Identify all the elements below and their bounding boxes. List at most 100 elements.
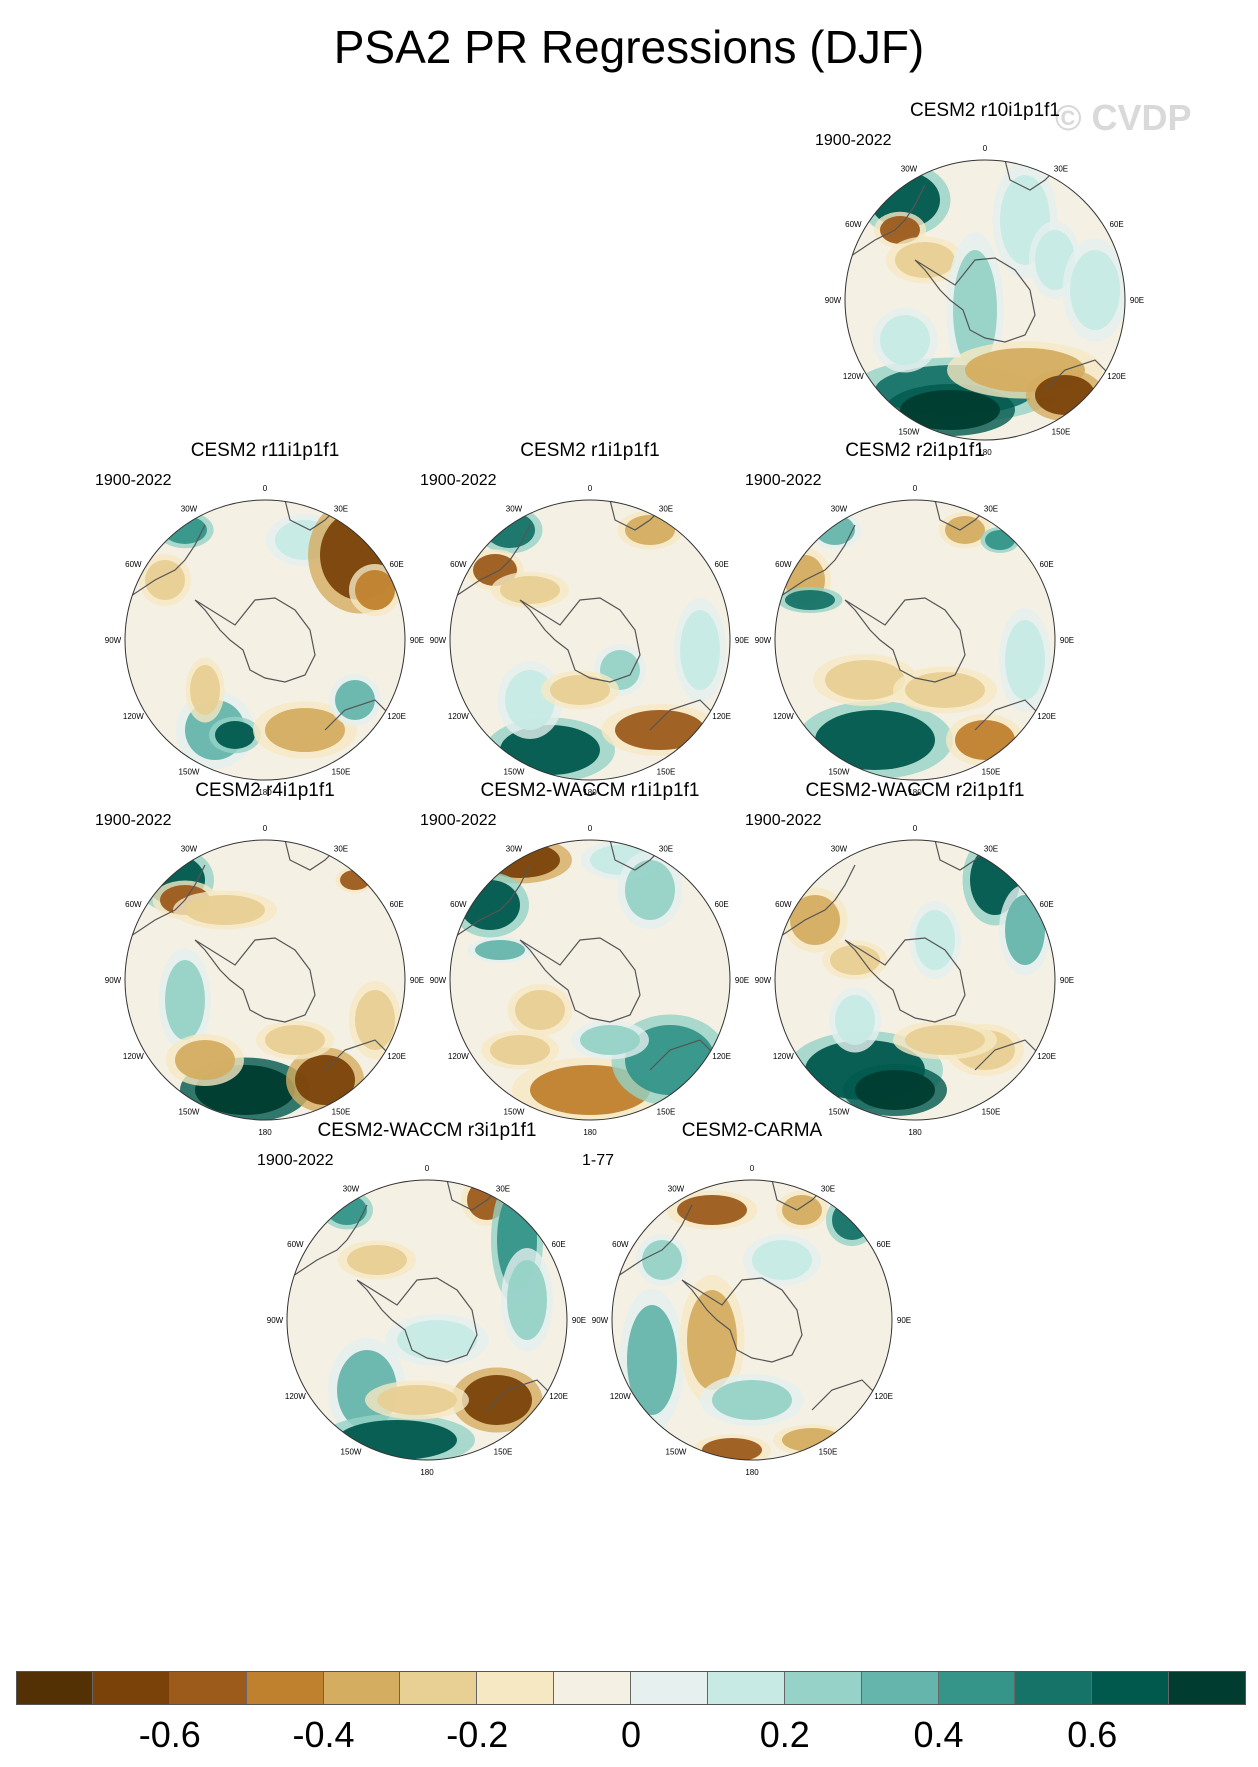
anomaly-patch [355, 570, 395, 610]
colorbar-box [861, 1671, 939, 1705]
anomaly-patch [625, 860, 675, 920]
longitude-label: 90W [592, 1316, 609, 1325]
longitude-label: 150W [829, 1108, 850, 1117]
polar-map: 0 30E 60E 90E 120E 150E 180 150W 120W 90W 60W 30W [430, 824, 749, 1137]
longitude-label: 150E [332, 768, 351, 777]
longitude-label: 180 [908, 788, 922, 797]
anomaly-patch [832, 1200, 872, 1240]
panel-period: 1900-2022 [95, 812, 172, 829]
colorbar-box [169, 1671, 247, 1705]
longitude-label: 150E [819, 1448, 838, 1457]
longitude-label: 90E [410, 636, 424, 645]
longitude-label: 30W [181, 504, 198, 513]
longitude-label: 180 [745, 1468, 759, 1477]
longitude-label: 90E [897, 1316, 911, 1325]
longitude-label: 60E [390, 900, 404, 909]
polar-map: 0 30E 60E 90E 120E 150E 180 150W 120W 90W 60W 30W [267, 1164, 586, 1477]
antarctica-coastline [844, 597, 966, 683]
panel-period: 1900-2022 [420, 812, 497, 829]
anomaly-patch [1035, 375, 1095, 415]
longitude-label: 30E [334, 844, 348, 853]
longitude-label: 180 [420, 1468, 434, 1477]
panel-title: CESM2-WACCM r1i1p1f1 [480, 780, 700, 801]
map-border [774, 499, 1056, 781]
anomaly-patch [580, 1025, 640, 1055]
longitude-label: 180 [908, 1128, 922, 1137]
anomaly-patch [855, 1070, 935, 1110]
longitude-label: 0 [983, 144, 988, 153]
longitude-label: 90W [755, 636, 772, 645]
colorbar-box [323, 1671, 401, 1705]
longitude-label: 30W [506, 504, 523, 513]
longitude-label: 150E [657, 768, 676, 777]
colorbar-box [707, 1671, 785, 1705]
colorbar-box [631, 1671, 708, 1705]
south-america-coastline [125, 524, 206, 601]
polar-map: 0 30E 60E 90E 120E 150E 180 150W 120W 90W 60W 30W [755, 824, 1074, 1137]
anomaly-patch [785, 590, 835, 610]
anomaly-patch [905, 672, 985, 708]
longitude-label: 90W [105, 976, 122, 985]
longitude-label: 180 [978, 448, 992, 457]
anomaly-patch [905, 1025, 985, 1055]
anomaly-patch [712, 1380, 792, 1420]
longitude-label: 90E [735, 976, 749, 985]
longitude-label: 60E [1040, 900, 1054, 909]
south-america-coastline [775, 524, 856, 601]
longitude-label: 150W [899, 428, 920, 437]
anomaly-patch [475, 940, 525, 960]
longitude-label: 180 [258, 1128, 272, 1137]
longitude-label: 60W [845, 220, 862, 229]
anomaly-patch [615, 710, 705, 750]
map-border [124, 839, 406, 1121]
longitude-label: 90E [1060, 976, 1074, 985]
anomaly-patch [1005, 620, 1045, 700]
longitude-label: 30W [668, 1184, 685, 1193]
longitude-label: 120E [1037, 712, 1056, 721]
panel-title: CESM2-WACCM r3i1p1f1 [317, 1120, 537, 1141]
anomaly-patch [185, 895, 265, 925]
map-border [774, 839, 1056, 1121]
colorbar-box [1015, 1671, 1093, 1705]
colorbar-box [92, 1671, 170, 1705]
anomaly-patch [175, 1040, 235, 1080]
longitude-label: 30W [901, 164, 918, 173]
longitude-label: 150E [494, 1448, 513, 1457]
anomaly-patch [377, 1385, 457, 1415]
longitude-label: 30W [181, 844, 198, 853]
longitude-label: 150W [341, 1448, 362, 1457]
panel-period: 1900-2022 [815, 132, 892, 149]
longitude-label: 30E [984, 504, 998, 513]
longitude-label: 60W [287, 1240, 304, 1249]
longitude-label: 0 [588, 824, 593, 833]
anomaly-patch [880, 216, 920, 244]
anomaly-patch [953, 250, 997, 370]
colorbar-box [938, 1671, 1016, 1705]
longitude-label: 90E [572, 1316, 586, 1325]
longitude-label: 90W [755, 976, 772, 985]
colorbar-tick-label: 0.4 [913, 1714, 964, 1755]
longitude-label: 180 [583, 788, 597, 797]
longitude-label: 150E [982, 1108, 1001, 1117]
map-border [611, 1179, 893, 1461]
anomaly-patch [915, 910, 955, 970]
anomaly-patch [550, 675, 610, 705]
anomaly-patch [985, 530, 1015, 550]
anomaly-patch [752, 1240, 812, 1280]
longitude-label: 120E [387, 712, 406, 721]
anomaly-patch [677, 1195, 747, 1225]
longitude-label: 60W [612, 1240, 629, 1249]
colorbar-tick-label: -0.6 [138, 1714, 201, 1755]
longitude-label: 60W [125, 560, 142, 569]
longitude-label: 0 [913, 484, 918, 493]
anomaly-patch [397, 1320, 477, 1360]
panel-period: 1900-2022 [745, 812, 822, 829]
longitude-label: 30W [831, 844, 848, 853]
longitude-label: 120E [712, 712, 731, 721]
longitude-label: 120W [448, 712, 469, 721]
map-border [449, 499, 731, 781]
south-america-coastline [450, 524, 531, 601]
map-panel: CESM2-CARMA 1-77 0 30E 60E 90E 120E 150E 180 150W… [572, 1120, 932, 1500]
longitude-label: 180 [258, 788, 272, 797]
anomaly-patch [1070, 250, 1120, 330]
